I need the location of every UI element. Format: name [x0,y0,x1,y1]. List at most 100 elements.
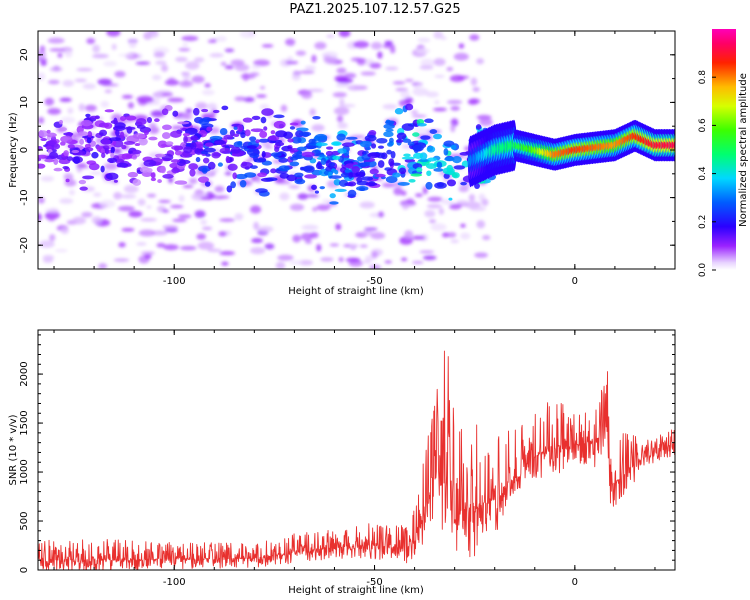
y-tick-label: 0 [19,147,30,153]
spectral-speckle [336,115,344,123]
spectral-speckle [476,220,486,229]
spectral-blob [47,140,56,146]
spectral-speckle [151,230,168,236]
spectral-blob [105,172,119,180]
spectral-speckle [279,192,290,201]
spectral-blob [162,174,174,179]
spectral-blob [329,201,339,205]
spectral-blob [87,130,93,138]
spectral-speckle [224,48,235,53]
spectral-blob [53,158,59,165]
spectral-blob [459,151,471,156]
spectral-speckle [74,78,87,83]
spectral-speckle [433,58,446,66]
spectral-blob [356,186,369,191]
spectral-blob [205,153,211,157]
spectral-speckle [60,227,69,235]
spectral-blob [371,143,377,149]
spectral-blob [289,126,296,130]
spectrogram-x-ticks: -100 -50 0 [53,31,656,287]
spectral-blob [150,172,156,179]
spectral-speckle [135,61,151,65]
spectral-speckle [114,70,126,78]
colorbar-tick-label: 0.8 [698,70,708,85]
spectral-blob [263,126,268,131]
spectral-speckle [113,192,122,200]
spectral-speckle [369,264,382,269]
spectral-speckle [476,58,485,65]
spectral-blob [77,131,89,136]
spectral-speckle [160,64,169,72]
spectrogram-heatmap [38,31,682,269]
y-tick-label: 1500 [19,410,30,435]
spectral-speckle [450,106,461,111]
spectral-speckle [253,59,271,67]
spectral-blob [319,186,325,190]
spectral-speckle [155,60,167,65]
spectral-speckle [234,63,250,72]
spectral-blob [392,162,401,166]
spectral-blob [412,144,424,152]
spectral-blob [337,148,347,154]
spectral-blob [165,141,174,146]
spectral-blob [157,179,162,184]
spectral-speckle [128,40,137,49]
spectral-blob [308,138,316,144]
spectral-blob [46,132,57,138]
spectral-blob [444,156,455,162]
x-tick-label: -100 [163,276,186,287]
spectral-blob [270,130,276,135]
spectral-speckle [78,103,85,112]
spectral-speckle [59,198,74,204]
spectral-blob [230,181,236,189]
spectral-blob [38,163,46,169]
spectral-speckle [353,40,370,49]
spectral-speckle [312,207,318,212]
spectral-blob [258,138,270,143]
spectral-speckle [446,99,463,105]
spectral-blob [143,129,149,136]
spectral-speckle [335,223,342,231]
spectral-speckle [298,259,314,266]
spectral-speckle [148,123,157,127]
snr-x-label: Height of straight line (km) [288,585,424,596]
spectral-speckle [378,211,384,218]
spectral-speckle [219,251,236,256]
spectral-blob [345,136,358,140]
spectral-speckle [384,260,393,264]
spectral-speckle [472,87,480,92]
spectral-speckle [230,59,245,66]
spectral-speckle [221,261,229,266]
spectral-speckle [264,145,274,150]
spectral-blob [136,118,147,126]
spectral-blob [113,179,118,183]
spectral-blob [132,179,142,186]
ridge-segment [676,141,682,150]
spectral-blob [250,128,264,133]
spectral-blob [242,117,253,123]
spectral-speckle [234,213,244,221]
spectral-blob [365,182,378,187]
spectral-speckle [150,110,166,118]
spectral-blob [107,157,118,163]
spectral-blob [401,123,414,131]
spectral-blob [63,150,69,157]
spectral-speckle [442,232,450,238]
ridge-segment [676,129,682,161]
spectral-blob [233,133,240,138]
spectral-speckle [251,238,263,244]
spectral-speckle [182,73,191,80]
spectral-speckle [84,104,97,112]
spectral-blob [82,175,95,180]
spectral-speckle [93,192,102,197]
spectral-speckle [182,185,194,188]
spectral-blob [351,165,361,174]
spectral-blob [359,140,372,148]
spectral-blob [67,144,75,149]
spectral-blob [405,103,414,111]
y-tick-label: -10 [19,189,30,205]
spectral-speckle [430,223,447,231]
spectral-speckle [463,201,481,209]
spectral-blob [460,181,467,186]
spectral-speckle [411,260,424,264]
